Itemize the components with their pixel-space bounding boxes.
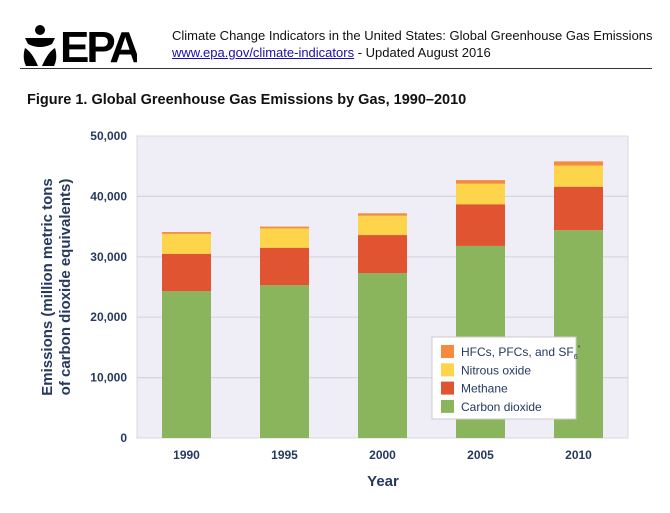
legend-swatch	[441, 363, 454, 377]
updated-text: - Updated August 2016	[354, 45, 491, 60]
x-tick-label: 1995	[271, 448, 298, 462]
bar-segment-2005-nitrous-oxide	[456, 183, 505, 205]
x-tick-label: 2005	[467, 448, 494, 462]
header-text: Climate Change Indicators in the United …	[172, 27, 653, 61]
bar-segment-2000-hfcs-pfcs-and-sf6-	[358, 213, 407, 216]
legend-swatch	[441, 345, 454, 358]
bar-segment-2000-carbon-dioxide	[358, 273, 407, 438]
x-tick-label: 2000	[369, 448, 396, 462]
legend-swatch	[441, 399, 454, 413]
bar-segment-1995-hfcs-pfcs-and-sf6-	[260, 226, 309, 229]
epa-logo: EPA	[23, 23, 137, 66]
figure-title: Figure 1. Global Greenhouse Gas Emission…	[27, 92, 467, 108]
y-axis-label-line2: of carbon dioxide equivalents)	[57, 179, 74, 396]
legend-label: Carbon dioxide	[461, 400, 542, 414]
header-title: Climate Change Indicators in the United …	[172, 28, 653, 43]
y-tick-label: 20,000	[90, 310, 127, 324]
legend-label: Methane	[461, 382, 508, 396]
legend-label: HFCs, PFCs, and SF6*	[461, 345, 581, 361]
bar-segment-2005-methane	[456, 204, 505, 246]
x-tick-label: 1990	[173, 448, 200, 462]
y-axis-label-line1: Emissions (million metric tons	[39, 178, 56, 396]
bar-segment-2010-methane	[554, 186, 603, 231]
y-tick-label: 30,000	[90, 250, 127, 264]
y-tick-label: 50,000	[90, 129, 127, 143]
bar-segment-1990-nitrous-oxide	[162, 233, 211, 254]
bar-segment-1995-nitrous-oxide	[260, 228, 309, 248]
bar-segment-1990-hfcs-pfcs-and-sf6-	[162, 232, 211, 234]
bar-segment-2000-nitrous-oxide	[358, 215, 407, 236]
bar-segment-2010-nitrous-oxide	[554, 165, 603, 187]
legend: HFCs, PFCs, and SF6* Nitrous oxide Methane…	[431, 336, 581, 420]
y-tick-label: 40,000	[90, 189, 127, 203]
indicators-link[interactable]: www.epa.gov/climate-indicators	[172, 45, 355, 60]
legend-swatch	[441, 381, 454, 395]
bar-segment-1990-methane	[162, 253, 211, 292]
x-axis-label: Year	[367, 473, 399, 490]
bar-segment-2000-methane	[358, 235, 407, 274]
bar-segment-1995-methane	[260, 247, 309, 286]
legend-label: Nitrous oxide	[461, 363, 531, 377]
bar-segment-1990-carbon-dioxide	[162, 291, 211, 438]
y-tick-label: 0	[120, 431, 127, 445]
bar-segment-1995-carbon-dioxide	[260, 285, 309, 438]
y-tick-label: 10,000	[90, 371, 127, 385]
svg-text:EPA: EPA	[60, 23, 137, 66]
bar-segment-2005-hfcs-pfcs-and-sf6-	[456, 180, 505, 184]
header-divider	[20, 68, 652, 69]
bar-segment-2010-hfcs-pfcs-and-sf6-	[554, 161, 603, 166]
x-tick-label: 2010	[565, 448, 592, 462]
